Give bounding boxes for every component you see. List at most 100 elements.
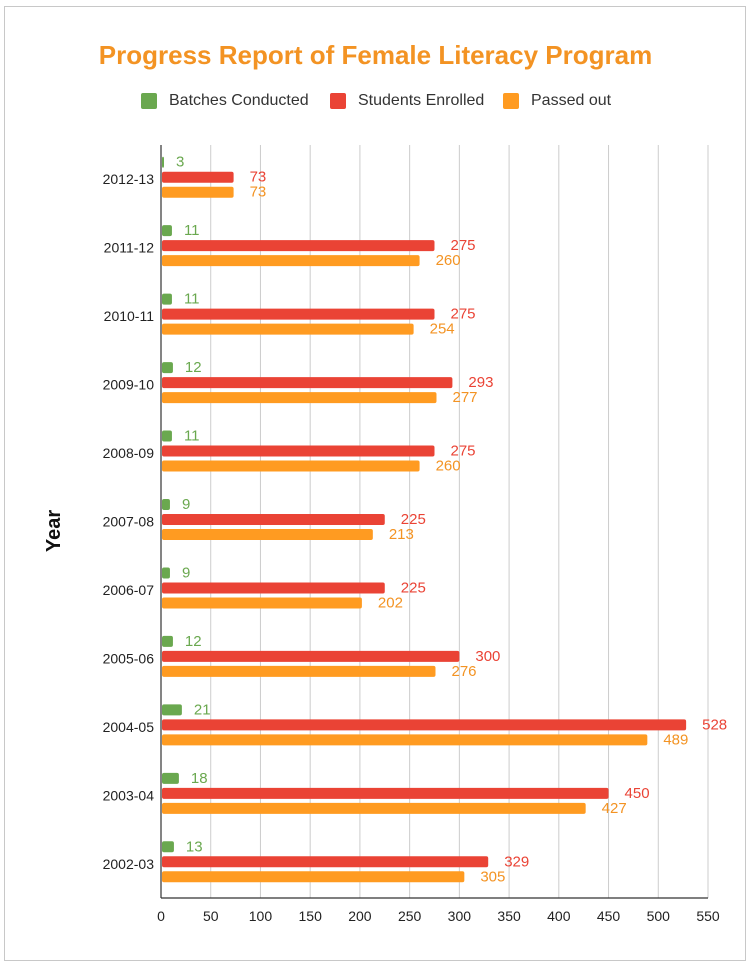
data-label: 213 (389, 526, 414, 543)
x-tick-label: 400 (547, 908, 571, 924)
bar-students-enrolled (162, 650, 460, 662)
x-tick-label: 300 (448, 908, 472, 924)
legend-label-enrolled: Students Enrolled (358, 92, 485, 109)
data-label: 18 (191, 770, 208, 787)
data-label: 3 (176, 154, 184, 171)
x-tick-label: 200 (348, 908, 372, 924)
bar-students-enrolled (162, 377, 453, 389)
x-tick-label: 100 (249, 908, 273, 924)
bar-students-enrolled (162, 308, 435, 320)
data-label: 427 (602, 800, 627, 817)
bar-students-enrolled (162, 171, 234, 183)
bar-students-enrolled (162, 856, 489, 868)
bar-passed-out (162, 734, 648, 746)
data-label: 293 (468, 374, 493, 391)
bar-passed-out (162, 665, 436, 677)
data-label: 202 (378, 594, 403, 611)
bar-passed-out (162, 802, 586, 814)
chart-legend: Batches Conducted Students Enrolled Pass… (0, 92, 751, 112)
bar-students-enrolled (162, 445, 435, 457)
y-category-label: 2007-08 (103, 514, 155, 530)
legend-item-enrolled[interactable]: Students Enrolled (330, 92, 484, 110)
bar-students-enrolled (162, 240, 435, 252)
y-axis-title: Year (43, 510, 65, 552)
x-tick-label: 550 (696, 908, 720, 924)
legend-swatch-passed (503, 93, 519, 109)
bar-batches-conducted (162, 772, 179, 784)
bar-batches-conducted (162, 430, 172, 442)
bar-students-enrolled (162, 719, 687, 731)
y-category-label: 2002-03 (103, 856, 155, 872)
legend-label-passed: Passed out (531, 92, 612, 109)
bar-batches-conducted (162, 499, 170, 510)
y-category-label: 2010-11 (104, 308, 155, 324)
data-label: 21 (194, 701, 211, 718)
bar-batches-conducted (162, 567, 170, 579)
bar-students-enrolled (162, 787, 609, 799)
bar-batches-conducted (162, 156, 164, 168)
bar-passed-out (162, 529, 373, 540)
data-label: 11 (184, 291, 200, 308)
y-category-label: 2003-04 (103, 787, 155, 803)
data-label: 12 (185, 633, 202, 650)
chart-frame (4, 6, 746, 961)
data-label: 13 (186, 838, 203, 855)
bar-batches-conducted (162, 635, 173, 647)
bar-passed-out (162, 255, 420, 267)
data-label: 225 (401, 511, 426, 528)
bar-batches-conducted (162, 225, 172, 237)
data-label: 277 (452, 389, 477, 406)
bar-passed-out (162, 460, 420, 472)
data-label: 329 (504, 853, 529, 870)
y-category-label: 2012-13 (103, 171, 155, 187)
x-tick-label: 450 (597, 908, 621, 924)
data-label: 260 (436, 458, 461, 475)
legend-label-batches: Batches Conducted (169, 92, 309, 109)
x-tick-label: 0 (157, 908, 165, 924)
y-category-label: 2004-05 (103, 719, 155, 735)
x-tick-label: 250 (398, 908, 422, 924)
data-label: 450 (625, 785, 650, 802)
bar-passed-out (162, 597, 362, 609)
data-label: 12 (185, 359, 202, 376)
bar-students-enrolled (162, 514, 385, 525)
data-label: 9 (182, 564, 190, 581)
data-label: 276 (451, 663, 476, 680)
data-label: 305 (480, 868, 505, 885)
x-tick-label: 150 (299, 908, 323, 924)
bar-passed-out (162, 871, 465, 883)
y-category-label: 2005-06 (103, 650, 155, 666)
data-label: 11 (184, 428, 200, 445)
data-label: 275 (451, 237, 476, 254)
bar-students-enrolled (162, 582, 385, 594)
data-label: 254 (430, 321, 455, 338)
bar-batches-conducted (162, 704, 182, 716)
data-label: 73 (250, 184, 267, 201)
data-label: 275 (451, 443, 476, 460)
data-label: 260 (436, 252, 461, 269)
bar-passed-out (162, 392, 437, 404)
chart-title: Progress Report of Female Literacy Progr… (98, 40, 653, 70)
bar-batches-conducted (162, 841, 174, 853)
y-category-label: 2006-07 (103, 582, 155, 598)
data-label: 300 (475, 648, 500, 665)
legend-item-batches[interactable]: Batches Conducted (141, 92, 309, 110)
data-label: 275 (451, 306, 476, 323)
legend-swatch-enrolled (330, 93, 346, 109)
legend-item-passed[interactable]: Passed out (503, 92, 611, 110)
data-label: 73 (250, 169, 267, 186)
y-category-label: 2008-09 (103, 445, 155, 461)
data-label: 225 (401, 579, 426, 596)
data-label: 489 (663, 731, 688, 748)
bar-batches-conducted (162, 362, 173, 374)
data-label: 9 (182, 496, 190, 513)
bar-batches-conducted (162, 293, 172, 305)
bar-passed-out (162, 186, 234, 198)
x-tick-label: 50 (203, 908, 219, 924)
data-label: 528 (702, 716, 727, 733)
x-tick-label: 350 (497, 908, 521, 924)
x-tick-label: 500 (647, 908, 671, 924)
legend-swatch-batches (141, 93, 157, 109)
bar-passed-out (162, 323, 414, 335)
